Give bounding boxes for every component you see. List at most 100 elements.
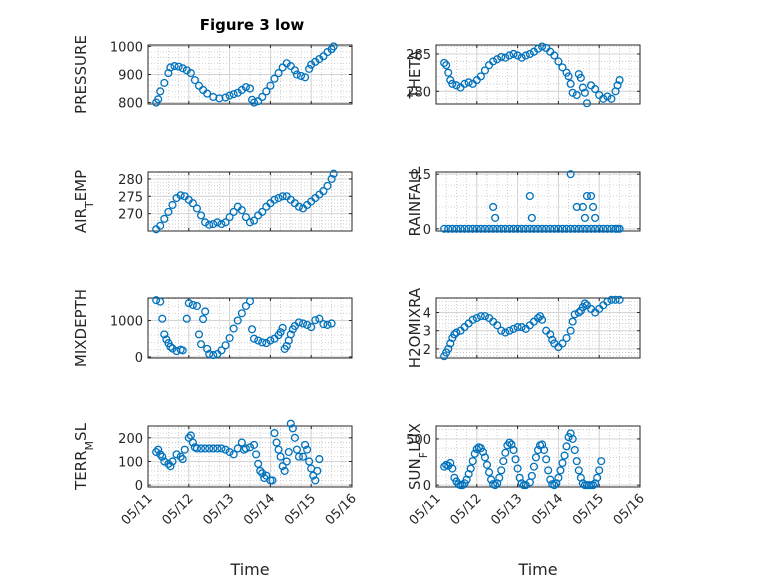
rainfall-data-point: [554, 224, 563, 233]
h2omixra-data-point: [472, 313, 481, 323]
sun-flux-xtick-label: 05/16: [611, 491, 648, 528]
mixdepth-data-point: [217, 346, 226, 355]
terr-msl-data-point: [160, 457, 169, 466]
h2omixra-data-point: [480, 312, 490, 321]
terr-msl-data-point: [290, 433, 299, 442]
mixdepth-ytick-label: 1000: [110, 315, 143, 330]
theta-ytick-label: 285: [406, 48, 431, 63]
sun-flux-data-point: [440, 462, 449, 471]
sun-flux-ytick-label: 500: [406, 433, 431, 448]
rainfall-data-point: [538, 224, 547, 233]
mixdepth-data-point: [209, 351, 218, 360]
mixdepth-data-point: [152, 296, 161, 305]
rainfall-data-point: [529, 224, 538, 233]
h2omixra-data-point: [497, 326, 506, 335]
terr-msl-data-point: [184, 433, 193, 442]
rainfall-data-point: [566, 224, 575, 233]
theta-data-point: [448, 79, 457, 88]
h2omixra-data-point: [607, 295, 616, 304]
terr-msl-data-point: [303, 445, 312, 454]
air-temp-data-point: [323, 181, 332, 190]
air-temp-data-point: [217, 220, 226, 229]
sun-flux-data-point: [513, 464, 522, 473]
sun-flux-ylabel: SUNFLUX: [406, 423, 430, 490]
rainfall-data-point: [566, 170, 575, 179]
sun-flux-data-point: [480, 453, 490, 462]
pressure-data-point: [329, 42, 338, 51]
rainfall-data-point: [476, 224, 485, 233]
sun-flux-data-point: [495, 473, 504, 482]
rainfall-data-point: [586, 191, 596, 201]
terr-msl-data-point: [180, 445, 189, 454]
subplot-sun-flux: 0 500 05/11 05/12 05/13 05/14 05/15 05/16 SUNFL…: [406, 423, 648, 579]
rainfall-data-point: [542, 224, 551, 233]
rainfall-data-point: [570, 224, 579, 233]
rainfall-data-point: [517, 224, 526, 233]
theta-data-point: [599, 94, 608, 103]
air-temp-data-point: [209, 220, 218, 229]
h2omixra-data-point: [505, 326, 514, 335]
air-temp-data-point: [278, 192, 287, 201]
terr-msl-data-point: [241, 444, 250, 453]
rainfall-data-point: [591, 213, 600, 222]
mixdepth-data-point: [199, 315, 208, 324]
pressure-data-point: [274, 69, 283, 78]
mixdepth-data-point: [323, 320, 332, 329]
mixdepth-data-point: [182, 314, 191, 323]
pressure-data-point: [262, 87, 271, 96]
terr-msl-ytick-label: 200: [118, 432, 143, 447]
mixdepth-data-point: [233, 316, 242, 325]
terr-msl-data-point: [192, 444, 202, 453]
mixdepth-data-point: [262, 339, 271, 348]
terr-msl-data-point: [256, 466, 265, 475]
terr-msl-data-point: [217, 444, 226, 453]
pressure-ytick-label: 1000: [110, 40, 143, 55]
rainfall-data-point: [509, 224, 518, 233]
subplot-theta: 280 285 THETA: [406, 42, 641, 108]
pressure-data-point: [301, 73, 310, 82]
theta-data-point: [603, 92, 612, 101]
pressure-data-point: [178, 64, 187, 73]
pressure-data-point: [286, 62, 295, 71]
sun-flux-data-point: [550, 481, 559, 490]
pressure-data-point: [229, 90, 238, 99]
h2omixra-data-point: [568, 317, 577, 326]
figure-title: Figure 3 low: [200, 16, 305, 34]
rainfall-data-point: [497, 224, 506, 233]
sun-flux-xlabel: Time: [517, 560, 557, 579]
theta-data-point: [513, 51, 522, 60]
terr-msl-data-point: [188, 438, 197, 447]
air-temp-data-point: [327, 174, 336, 183]
mixdepth-data-point: [311, 316, 320, 325]
terr-msl-data-point: [301, 440, 310, 449]
air-temp-data-point: [250, 216, 259, 225]
terr-msl-data-point: [284, 447, 293, 457]
theta-points: [440, 42, 624, 108]
sun-flux-xtick-label: 05/14: [529, 491, 566, 528]
sun-flux-data-point: [531, 453, 541, 462]
theta-data-point: [444, 68, 453, 77]
air-temp-ylabel: AIRTEMP: [72, 170, 96, 233]
terr-msl-xtick-label: 05/11: [119, 491, 156, 528]
terr-msl-xtick-label: 05/14: [241, 491, 278, 528]
theta-data-point: [564, 72, 573, 81]
mixdepth-ytick-label: 0: [135, 351, 143, 366]
terr-msl-data-point: [154, 445, 163, 454]
pressure-data-point: [221, 93, 230, 102]
terr-msl-xtick-label: 05/12: [160, 491, 197, 528]
mixdepth-data-point: [276, 328, 285, 337]
sun-flux-data-point: [499, 457, 508, 466]
air-temp-data-point: [201, 218, 210, 227]
pressure-data-point: [266, 81, 275, 90]
sun-flux-data-point: [556, 466, 565, 475]
pressure-data-point: [292, 70, 301, 79]
terr-msl-data-point: [164, 459, 173, 468]
mixdepth-data-point: [156, 297, 165, 306]
theta-data-point: [542, 43, 551, 53]
terr-msl-data-point: [262, 471, 271, 480]
theta-data-point: [442, 61, 451, 70]
air-temp-ticks: 270 275 280: [118, 172, 353, 231]
sun-flux-data-point: [491, 481, 500, 490]
pressure-data-point: [241, 83, 250, 92]
